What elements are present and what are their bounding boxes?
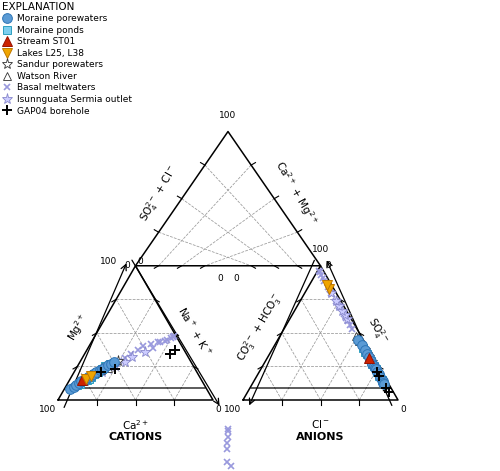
Text: CO$_3^{2-}$ + HCO$_3^-$: CO$_3^{2-}$ + HCO$_3^-$ bbox=[234, 291, 286, 365]
Text: Ca$^{2+}$ + Mg$^{2+}$: Ca$^{2+}$ + Mg$^{2+}$ bbox=[272, 159, 321, 229]
Text: 100: 100 bbox=[100, 257, 117, 266]
Text: 0: 0 bbox=[215, 406, 221, 414]
Polygon shape bbox=[136, 131, 320, 266]
Text: SO$_4^{2-}$ + Cl$^-$: SO$_4^{2-}$ + Cl$^-$ bbox=[136, 162, 183, 225]
Text: 100: 100 bbox=[312, 245, 329, 254]
Text: Mg$^{2+}$: Mg$^{2+}$ bbox=[64, 311, 93, 344]
Text: ANIONS: ANIONS bbox=[296, 432, 345, 442]
Text: 100: 100 bbox=[224, 406, 241, 414]
Text: 0: 0 bbox=[217, 274, 223, 283]
Text: 0: 0 bbox=[138, 257, 143, 266]
Text: 100: 100 bbox=[39, 406, 56, 414]
Text: SO$_4^{2-}$: SO$_4^{2-}$ bbox=[363, 315, 392, 347]
Legend: Moraine porewaters, Moraine ponds, Stream ST01, Lakes L25, L38, Sandur porewater: Moraine porewaters, Moraine ponds, Strea… bbox=[0, 0, 134, 117]
Text: 0: 0 bbox=[326, 261, 331, 270]
Text: 0: 0 bbox=[125, 261, 130, 270]
Text: Cl$^-$: Cl$^-$ bbox=[311, 418, 330, 430]
Polygon shape bbox=[243, 266, 398, 400]
Text: Ca$^{2+}$: Ca$^{2+}$ bbox=[122, 418, 149, 432]
Text: CATIONS: CATIONS bbox=[108, 432, 162, 442]
Text: Na$^+$ + K$^+$: Na$^+$ + K$^+$ bbox=[175, 304, 214, 357]
Text: 0: 0 bbox=[233, 274, 239, 283]
Text: 100: 100 bbox=[220, 111, 236, 120]
Polygon shape bbox=[58, 266, 213, 400]
Text: 0: 0 bbox=[400, 406, 406, 414]
